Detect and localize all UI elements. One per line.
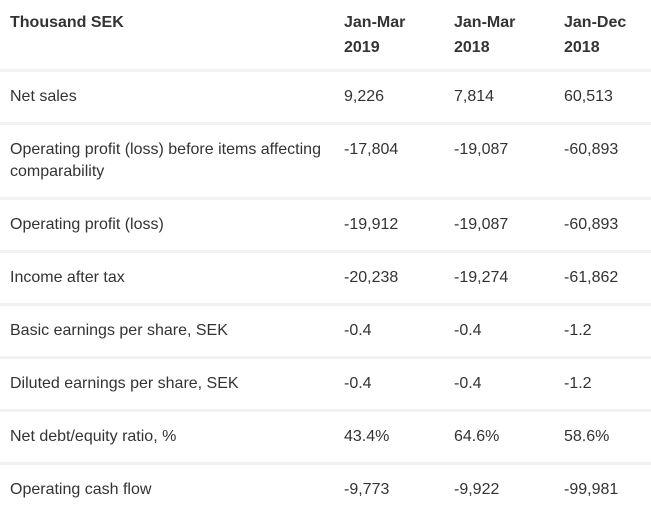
cell-value: -19,274 xyxy=(454,269,509,286)
row-label: Income after tax xyxy=(10,269,125,286)
table-row-operating-cash-flow: Operating cash flow -9,773 -9,922 -99,98… xyxy=(0,462,651,515)
cell-value: -0.4 xyxy=(454,375,482,392)
row-label: Diluted earnings per share, SEK xyxy=(10,375,239,392)
cell-value: -19,087 xyxy=(454,216,509,233)
table-row-net-debt-equity-ratio: Net debt/equity ratio, % 43.4% 64.6% 58.… xyxy=(0,409,651,462)
cell-value: -0.4 xyxy=(454,322,482,339)
cell-value: -19,912 xyxy=(344,216,399,233)
cell-value: 9,226 xyxy=(344,88,385,105)
cell-value: -0.4 xyxy=(344,375,372,392)
cell-value: -60,893 xyxy=(564,141,619,158)
table-row-income-after-tax: Income after tax -20,238 -19,274 -61,862 xyxy=(0,250,651,303)
cell-value: -60,893 xyxy=(564,216,619,233)
cell-value: -61,862 xyxy=(564,269,619,286)
table-row-net-sales: Net sales 9,226 7,814 60,513 xyxy=(0,69,651,122)
column-header-jan-dec-2018: Jan-Dec 2018 xyxy=(564,14,627,56)
cell-value: -20,238 xyxy=(344,269,399,286)
cell-value: 60,513 xyxy=(564,88,613,105)
column-header-jan-mar-2019: Jan-Mar 2019 xyxy=(344,14,406,56)
row-label: Basic earnings per share, SEK xyxy=(10,322,228,339)
table-row-diluted-eps: Diluted earnings per share, SEK -0.4 -0.… xyxy=(0,356,651,409)
table-title: Thousand SEK xyxy=(10,14,124,31)
cell-value: -1.2 xyxy=(564,375,592,392)
cell-value: 58.6% xyxy=(564,428,610,445)
table-row-operating-profit-before-items: Operating profit (loss) before items aff… xyxy=(0,122,651,197)
row-label: Operating profit (loss) before items aff… xyxy=(10,141,321,180)
row-label: Operating cash flow xyxy=(10,481,152,498)
row-label: Net debt/equity ratio, % xyxy=(10,428,177,445)
cell-value: -19,087 xyxy=(454,141,509,158)
row-label: Operating profit (loss) xyxy=(10,216,164,233)
cell-value: -9,922 xyxy=(454,481,500,498)
cell-value: 43.4% xyxy=(344,428,390,445)
table-header-row: Thousand SEK Jan-Mar 2019 Jan-Mar 2018 J… xyxy=(0,0,651,69)
row-label: Net sales xyxy=(10,88,77,105)
cell-value: -17,804 xyxy=(344,141,399,158)
cell-value: 7,814 xyxy=(454,88,495,105)
cell-value: -99,981 xyxy=(564,481,619,498)
cell-value: -9,773 xyxy=(344,481,390,498)
table-row-operating-profit: Operating profit (loss) -19,912 -19,087 … xyxy=(0,197,651,250)
column-header-jan-mar-2018: Jan-Mar 2018 xyxy=(454,14,516,56)
cell-value: -1.2 xyxy=(564,322,592,339)
cell-value: 64.6% xyxy=(454,428,500,445)
table-row-basic-eps: Basic earnings per share, SEK -0.4 -0.4 … xyxy=(0,303,651,356)
cell-value: -0.4 xyxy=(344,322,372,339)
